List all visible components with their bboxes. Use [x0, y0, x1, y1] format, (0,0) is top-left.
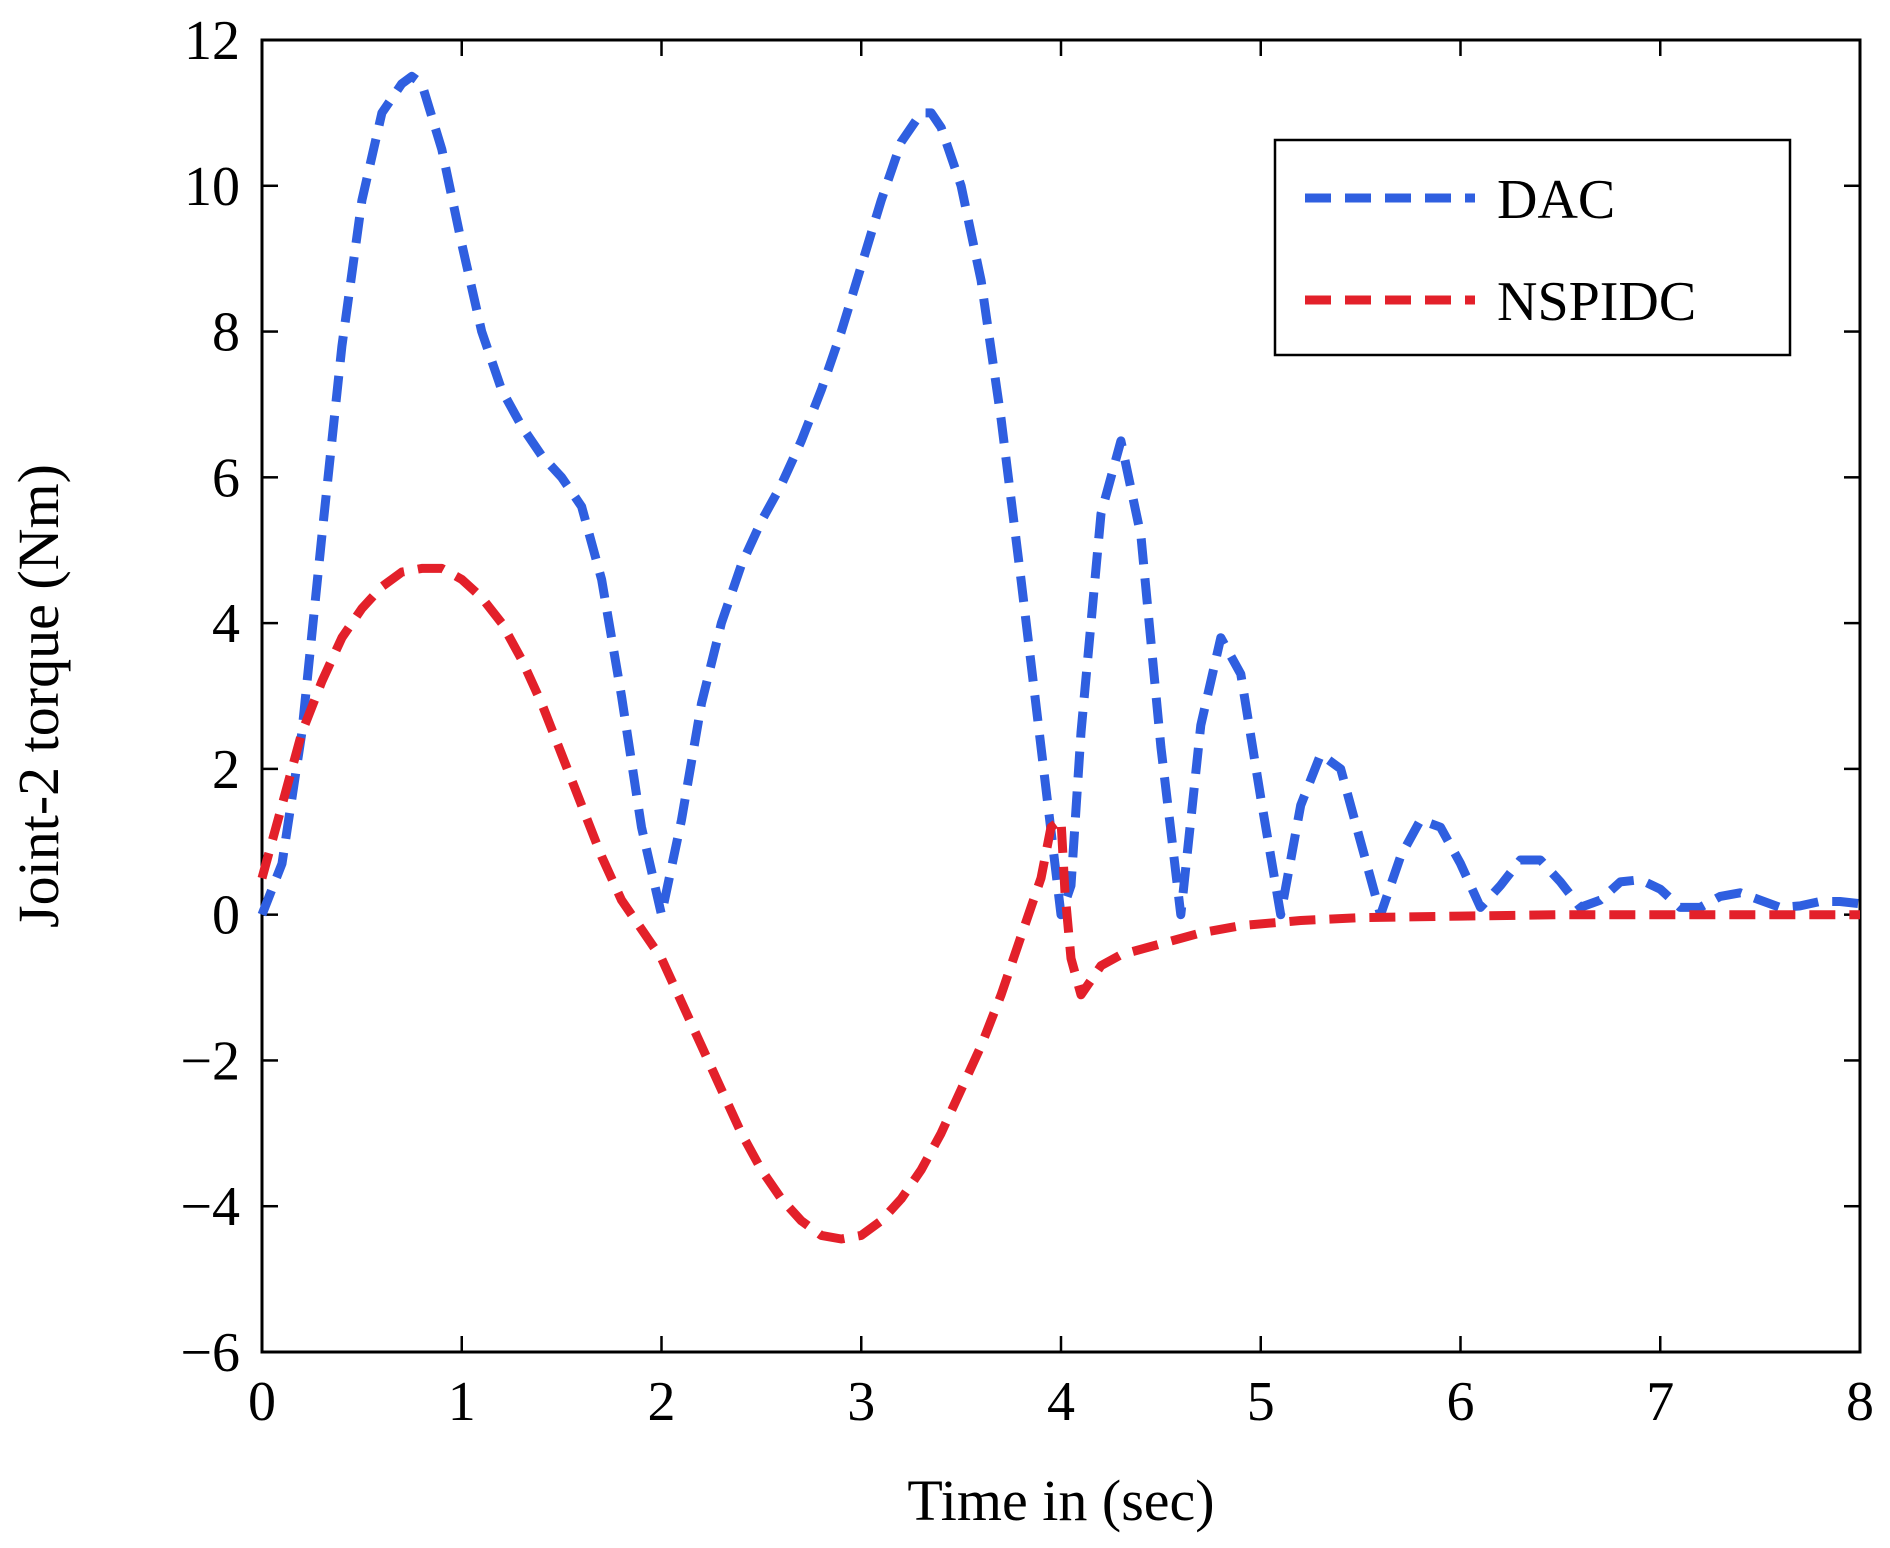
- series-line-nspidc: [257, 563, 1860, 1244]
- legend-box: [1273, 138, 1792, 357]
- y-tick-label: 6: [212, 447, 240, 509]
- x-tick-label: 4: [1047, 1371, 1075, 1433]
- x-axis-label: Time in (sec): [907, 1468, 1214, 1533]
- x-tick-label: 6: [1447, 1371, 1475, 1433]
- y-tick-label: 10: [184, 156, 240, 218]
- y-axis-label: Joint-2 torque (Nm): [6, 464, 71, 928]
- y-tick-label: −2: [180, 1030, 240, 1092]
- x-tick-label: 8: [1846, 1371, 1874, 1433]
- legend-label-nspidc: NSPIDC: [1497, 271, 1696, 333]
- legend-label-dac: DAC: [1497, 169, 1615, 231]
- y-tick-label: 2: [212, 739, 240, 801]
- x-tick-label: 7: [1646, 1371, 1674, 1433]
- y-tick-label: 12: [184, 10, 240, 72]
- x-tick-label: 3: [847, 1371, 875, 1433]
- series-layer: [257, 71, 1861, 1244]
- x-tick-label: 0: [248, 1371, 276, 1433]
- x-tick-label: 5: [1247, 1371, 1275, 1433]
- y-tick-label: 8: [212, 302, 240, 364]
- y-tick-label: −4: [180, 1176, 240, 1238]
- axis-ticks: [260, 38, 1862, 1354]
- legend: DAC NSPIDC: [1273, 138, 1792, 357]
- y-tick-label: 4: [212, 593, 240, 655]
- x-tick-label: 2: [648, 1371, 676, 1433]
- x-tick-label: 1: [448, 1371, 476, 1433]
- y-tick-label: −6: [180, 1322, 240, 1384]
- y-tick-label: 0: [212, 885, 240, 947]
